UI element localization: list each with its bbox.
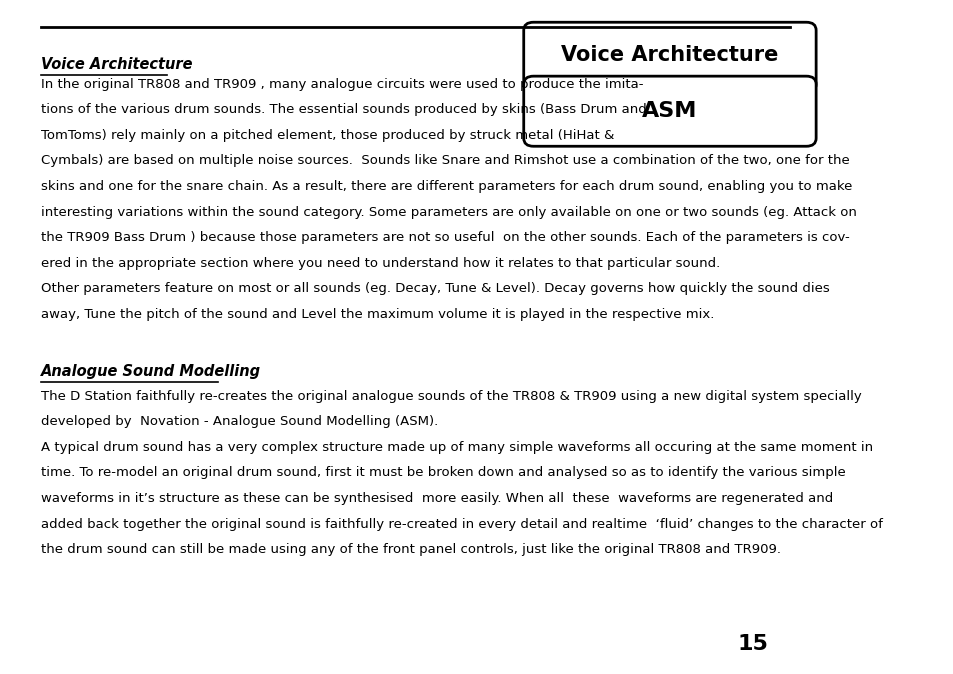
Text: added back together the original sound is faithfully re-created in every detail : added back together the original sound i… — [41, 518, 882, 530]
Text: the drum sound can still be made using any of the front panel controls, just lik: the drum sound can still be made using a… — [41, 543, 780, 556]
Text: Voice Architecture: Voice Architecture — [41, 57, 192, 72]
Text: Cymbals) are based on multiple noise sources.  Sounds like Snare and Rimshot use: Cymbals) are based on multiple noise sou… — [41, 154, 848, 167]
Text: Analogue Sound Modelling: Analogue Sound Modelling — [41, 364, 260, 379]
Text: waveforms in it’s structure as these can be synthesised  more easily. When all  : waveforms in it’s structure as these can… — [41, 492, 832, 505]
FancyBboxPatch shape — [523, 22, 815, 92]
Text: The D Station faithfully re-creates the original analogue sounds of the TR808 & : The D Station faithfully re-creates the … — [41, 390, 861, 402]
Text: 15: 15 — [738, 634, 768, 654]
Text: developed by  Novation - Analogue Sound Modelling (ASM).: developed by Novation - Analogue Sound M… — [41, 415, 437, 428]
Text: A typical drum sound has a very complex structure made up of many simple wavefor: A typical drum sound has a very complex … — [41, 441, 872, 454]
FancyBboxPatch shape — [523, 76, 815, 146]
Text: skins and one for the snare chain. As a result, there are different parameters f: skins and one for the snare chain. As a … — [41, 180, 851, 193]
Text: ered in the appropriate section where you need to understand how it relates to t: ered in the appropriate section where yo… — [41, 257, 720, 270]
Text: away, Tune the pitch of the sound and Level the maximum volume it is played in t: away, Tune the pitch of the sound and Le… — [41, 308, 714, 321]
Text: interesting variations within the sound category. Some parameters are only avail: interesting variations within the sound … — [41, 206, 856, 218]
Text: tions of the various drum sounds. The essential sounds produced by skins (Bass D: tions of the various drum sounds. The es… — [41, 103, 646, 116]
Text: the TR909 Bass Drum ) because those parameters are not so useful  on the other s: the TR909 Bass Drum ) because those para… — [41, 231, 848, 244]
Text: ASM: ASM — [641, 101, 697, 121]
Text: Voice Architecture: Voice Architecture — [560, 45, 778, 65]
Text: In the original TR808 and TR909 , many analogue circuits were used to produce th: In the original TR808 and TR909 , many a… — [41, 78, 642, 90]
Text: time. To re-model an original drum sound, first it must be broken down and analy: time. To re-model an original drum sound… — [41, 466, 844, 479]
Text: Other parameters feature on most or all sounds (eg. Decay, Tune & Level). Decay : Other parameters feature on most or all … — [41, 282, 828, 295]
Text: TomToms) rely mainly on a pitched element, those produced by struck metal (HiHat: TomToms) rely mainly on a pitched elemen… — [41, 129, 614, 142]
